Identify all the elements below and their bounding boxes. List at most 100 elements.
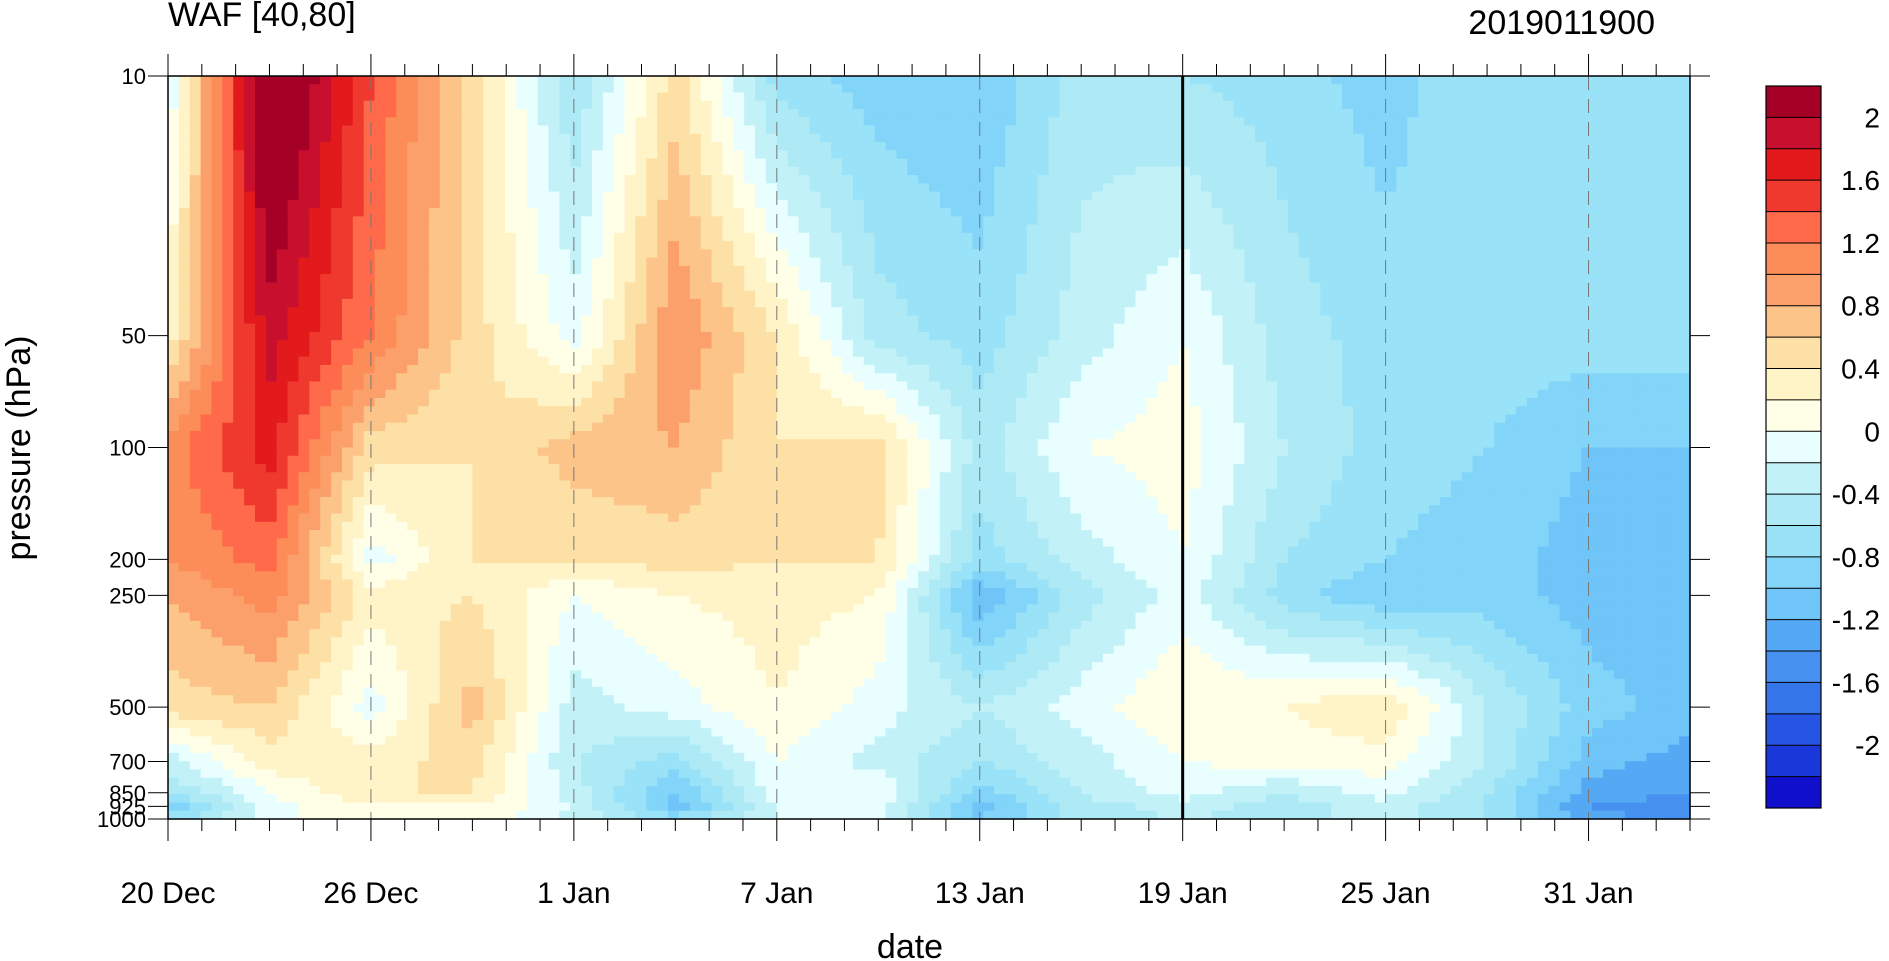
heatmap-cell — [1603, 340, 1615, 350]
heatmap-cell — [1668, 183, 1680, 193]
heatmap-cell — [613, 257, 626, 267]
heatmap-cell — [711, 241, 724, 250]
heatmap-cell — [526, 298, 539, 308]
heatmap-cell — [1461, 224, 1474, 234]
heatmap-cell — [1592, 307, 1604, 317]
heatmap-cell — [1081, 307, 1093, 317]
heatmap-cell — [722, 92, 734, 102]
heatmap-cell — [1200, 348, 1213, 358]
heatmap-cell — [983, 191, 995, 201]
heatmap-cell — [798, 100, 811, 110]
heatmap-cell — [1266, 307, 1278, 317]
heatmap-cell — [1070, 315, 1082, 325]
heatmap-cell — [863, 298, 876, 308]
heatmap-cell — [678, 76, 691, 85]
heatmap-cell — [1309, 340, 1321, 350]
heatmap-cell — [233, 282, 245, 292]
heatmap-cell — [765, 76, 778, 85]
heatmap-cell — [1439, 175, 1452, 184]
heatmap-cell — [570, 199, 582, 209]
heatmap-cell — [1559, 158, 1572, 168]
heatmap-cell — [689, 216, 702, 226]
heatmap-cell — [591, 76, 604, 85]
heatmap-cell — [907, 175, 919, 184]
heatmap-cell — [1244, 175, 1256, 184]
heatmap-cell — [646, 340, 658, 350]
heatmap-cell — [994, 191, 1006, 201]
heatmap-cell — [1026, 150, 1039, 160]
heatmap-cell — [1429, 356, 1441, 366]
heatmap-cell — [1309, 166, 1321, 176]
heatmap-cell — [374, 224, 387, 234]
heatmap-cell — [1005, 241, 1017, 250]
heatmap-cell — [918, 191, 930, 201]
heatmap-cell — [983, 183, 995, 193]
heatmap-cell — [1331, 315, 1343, 325]
heatmap-cell — [1494, 208, 1506, 217]
heatmap-cell — [1331, 158, 1343, 168]
heatmap-cell — [950, 208, 963, 217]
heatmap-cell — [1070, 282, 1082, 292]
heatmap-cell — [613, 175, 626, 184]
heatmap-cell — [244, 331, 256, 341]
heatmap-cell — [200, 364, 213, 374]
heatmap-cell — [505, 199, 517, 209]
heatmap-cell — [1526, 100, 1539, 110]
heatmap-cell — [1266, 348, 1278, 358]
heatmap-cell — [678, 100, 691, 110]
heatmap-cell — [744, 364, 756, 374]
heatmap-cell — [1102, 232, 1115, 242]
heatmap-cell — [211, 125, 223, 135]
heatmap-cell — [972, 216, 984, 226]
heatmap-cell — [939, 76, 952, 85]
heatmap-cell — [1168, 208, 1180, 217]
heatmap-cell — [939, 166, 952, 176]
heatmap-cell — [1092, 199, 1104, 209]
heatmap-cell — [1037, 158, 1050, 168]
heatmap-cell — [776, 265, 789, 275]
heatmap-cell — [407, 282, 419, 292]
heatmap-cell — [1472, 282, 1485, 292]
heatmap-cell — [1092, 340, 1104, 350]
heatmap-cell — [1570, 265, 1582, 275]
heatmap-cell — [548, 175, 560, 184]
heatmap-cell — [494, 282, 506, 292]
heatmap-cell — [1222, 282, 1234, 292]
heatmap-cell — [374, 315, 387, 325]
heatmap-cell — [863, 249, 876, 259]
heatmap-cell — [733, 298, 745, 308]
heatmap-cell — [646, 216, 658, 226]
heatmap-cell — [733, 307, 745, 317]
heatmap-cell — [1211, 100, 1224, 110]
heatmap-cell — [200, 191, 213, 201]
heatmap-cell — [842, 117, 854, 127]
heatmap-cell — [418, 348, 430, 358]
heatmap-cell — [711, 224, 724, 234]
heatmap-cell — [624, 109, 637, 118]
heatmap-cell — [776, 282, 789, 292]
heatmap-cell — [1613, 274, 1626, 283]
heatmap-cell — [1418, 232, 1430, 242]
heatmap-cell — [1331, 150, 1343, 160]
heatmap-cell — [494, 274, 506, 283]
heatmap-cell — [678, 348, 691, 358]
heatmap-cell — [1037, 216, 1050, 226]
heatmap-cell — [1026, 241, 1039, 250]
heatmap-cell — [407, 133, 419, 143]
heatmap-cell — [276, 232, 289, 242]
heatmap-cell — [1385, 150, 1398, 160]
heatmap-cell — [907, 208, 919, 217]
heatmap-cell — [1592, 232, 1604, 242]
chart-title: WAF [40,80] — [168, 0, 356, 34]
heatmap-cell — [1396, 216, 1408, 226]
heatmap-cell — [863, 191, 876, 201]
heatmap-cell — [755, 282, 767, 292]
heatmap-cell — [1439, 331, 1452, 341]
heatmap-cell — [1570, 125, 1582, 135]
heatmap-cell — [1418, 315, 1430, 325]
heatmap-cell — [1244, 216, 1256, 226]
heatmap-cell — [646, 208, 658, 217]
heatmap-cell — [1233, 290, 1245, 300]
heatmap-cell — [646, 125, 658, 135]
